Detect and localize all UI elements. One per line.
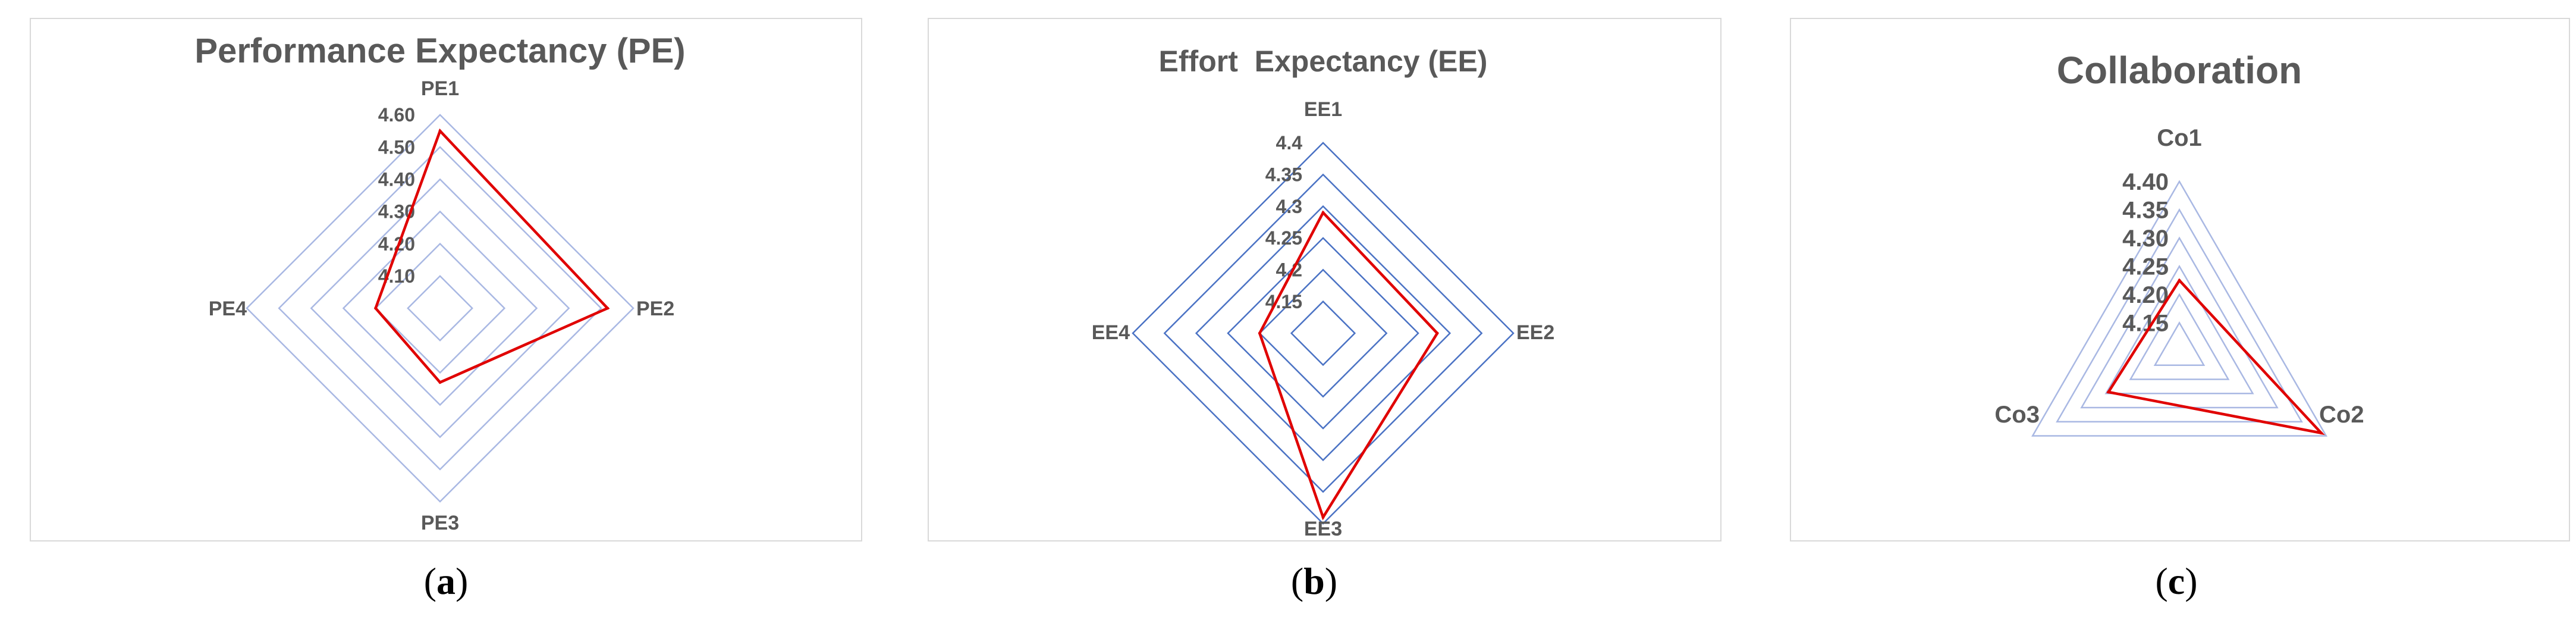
radar-gridline [2104,265,2254,395]
chart-panel-c: 4.15 4.20 4.25 4.30 4.35 4.40 Co1 Co2 Co3 Collabo… [1790,18,2570,541]
chart-title: Performance Expectancy (PE) [194,32,685,70]
chart-panel-b: 4.15 4.2 4.25 4.3 4.35 4.4 EE1 EE2 EE3 EE4 Effort … [928,18,1721,541]
radar-chart-ee: 4.154.24.254.34.354.4EE1EE2EE3EE4Effort … [928,18,1721,541]
radar-category-label: EE3 [1304,518,1342,540]
radar-chart-collaboration: 4.154.204.254.304.354.40Co1Co2Co3Collabo… [1790,18,2570,541]
chart-title: Collaboration [2057,49,2302,92]
radar-category-label: EE1 [1304,98,1342,121]
radar-series-line [2106,278,2325,436]
radar-tick-label: 4.4 [1276,132,1303,154]
sublabel-c: (c) [2155,560,2198,602]
radar-data-point [1321,211,1325,214]
radar-gridline [1132,142,1515,525]
chart-panel-a: 4.10 4.20 4.30 4.40 4.50 4.60 PE1 PE2 PE3 PE4 Perf… [30,18,862,541]
radar-tick-label: 4.40 [378,169,415,190]
radar-category-label: EE2 [1516,321,1554,344]
radar-tick-label: 4.35 [2122,198,2169,224]
radar-tick-label: 4.50 [378,136,415,158]
chart-title: Effort Expectancy (EE) [1159,45,1488,78]
chart-frame [928,18,1721,541]
radar-category-label: PE1 [421,77,459,100]
radar-gridline [374,242,506,374]
radar-gridline [2056,208,2303,422]
radar-data-point [2320,431,2323,435]
radar-tick-label: 4.15 [1265,291,1302,312]
radar-category-label: Co1 [2157,125,2202,151]
radar-category-label: Co2 [2319,402,2364,428]
radar-data-point [606,306,610,310]
radar-data-point [1321,515,1325,519]
radar-tick-label: 4.35 [1265,164,1302,186]
radar-chart-pe: 4.104.204.304.404.504.60PE1PE2PE3PE4Perf… [30,18,862,541]
radar-category-label: EE4 [1092,321,1130,344]
radar-tick-label: 4.60 [378,104,415,126]
radar-category-label: PE4 [209,298,247,320]
sublabel-a: (a) [423,560,469,602]
chart-frame [30,18,862,541]
radar-data-point [438,129,442,133]
radar-data-point [2107,390,2110,394]
radar-gridline [310,178,570,439]
radar-gridline [1258,268,1388,398]
radar-gridline [278,146,602,471]
radar-gridline [2129,293,2230,380]
radar-data-point [374,306,378,310]
radar-gridline [342,210,538,406]
radar-tick-label: 4.40 [2122,169,2169,195]
radar-tick-label: 4.30 [2122,226,2169,252]
radar-gridline [1163,173,1483,493]
radar-data-point [2178,278,2181,282]
radar-gridline [1195,205,1452,462]
radar-category-label: PE3 [421,512,459,534]
radar-gridline [2031,180,2327,437]
radar-data-point [438,381,442,384]
radar-category-label: PE2 [636,298,674,320]
radar-gridline [1290,300,1356,367]
radar-tick-label: 4.25 [2122,254,2169,280]
radar-gridline [2080,236,2279,409]
radar-gridline [2153,321,2206,366]
radar-gridline [407,275,473,342]
radar-tick-label: 4.3 [1276,196,1302,217]
radar-gridline [246,114,634,503]
radar-tick-label: 4.25 [1265,227,1302,249]
radar-data-point [1435,331,1439,335]
radar-category-label: Co3 [1994,402,2040,428]
radar-tick-label: 4.20 [2122,282,2169,308]
sublabel-b: (b) [1290,560,1338,602]
radar-gridline [1227,237,1419,430]
radar-data-point [1258,331,1261,335]
